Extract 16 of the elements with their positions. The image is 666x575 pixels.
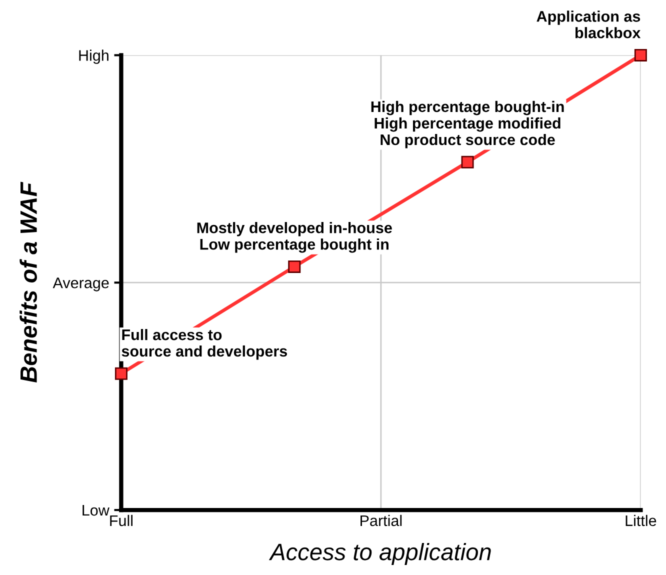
annotation: Application as blackbox [536, 10, 641, 38]
x-tick-label: Partial [360, 514, 402, 526]
x-tick-label: Little [626, 514, 656, 526]
x-axis-title: Access to application [268, 543, 491, 566]
point [461, 156, 474, 168]
text: Low [82, 505, 110, 516]
point [114, 367, 128, 380]
point [634, 48, 647, 62]
point [288, 260, 301, 273]
text: Average [52, 278, 109, 292]
text: High [79, 50, 108, 64]
x-tick-label: Full [110, 514, 132, 526]
annotation: Full access to source and developers [122, 328, 288, 360]
y-axis-title: Benefits of a WAF [20, 182, 37, 383]
annotation: High percentage bought-in High percentage modified No product source code [371, 100, 564, 148]
annotation: Mostly developed in-house Low percentage bought in [197, 222, 392, 253]
